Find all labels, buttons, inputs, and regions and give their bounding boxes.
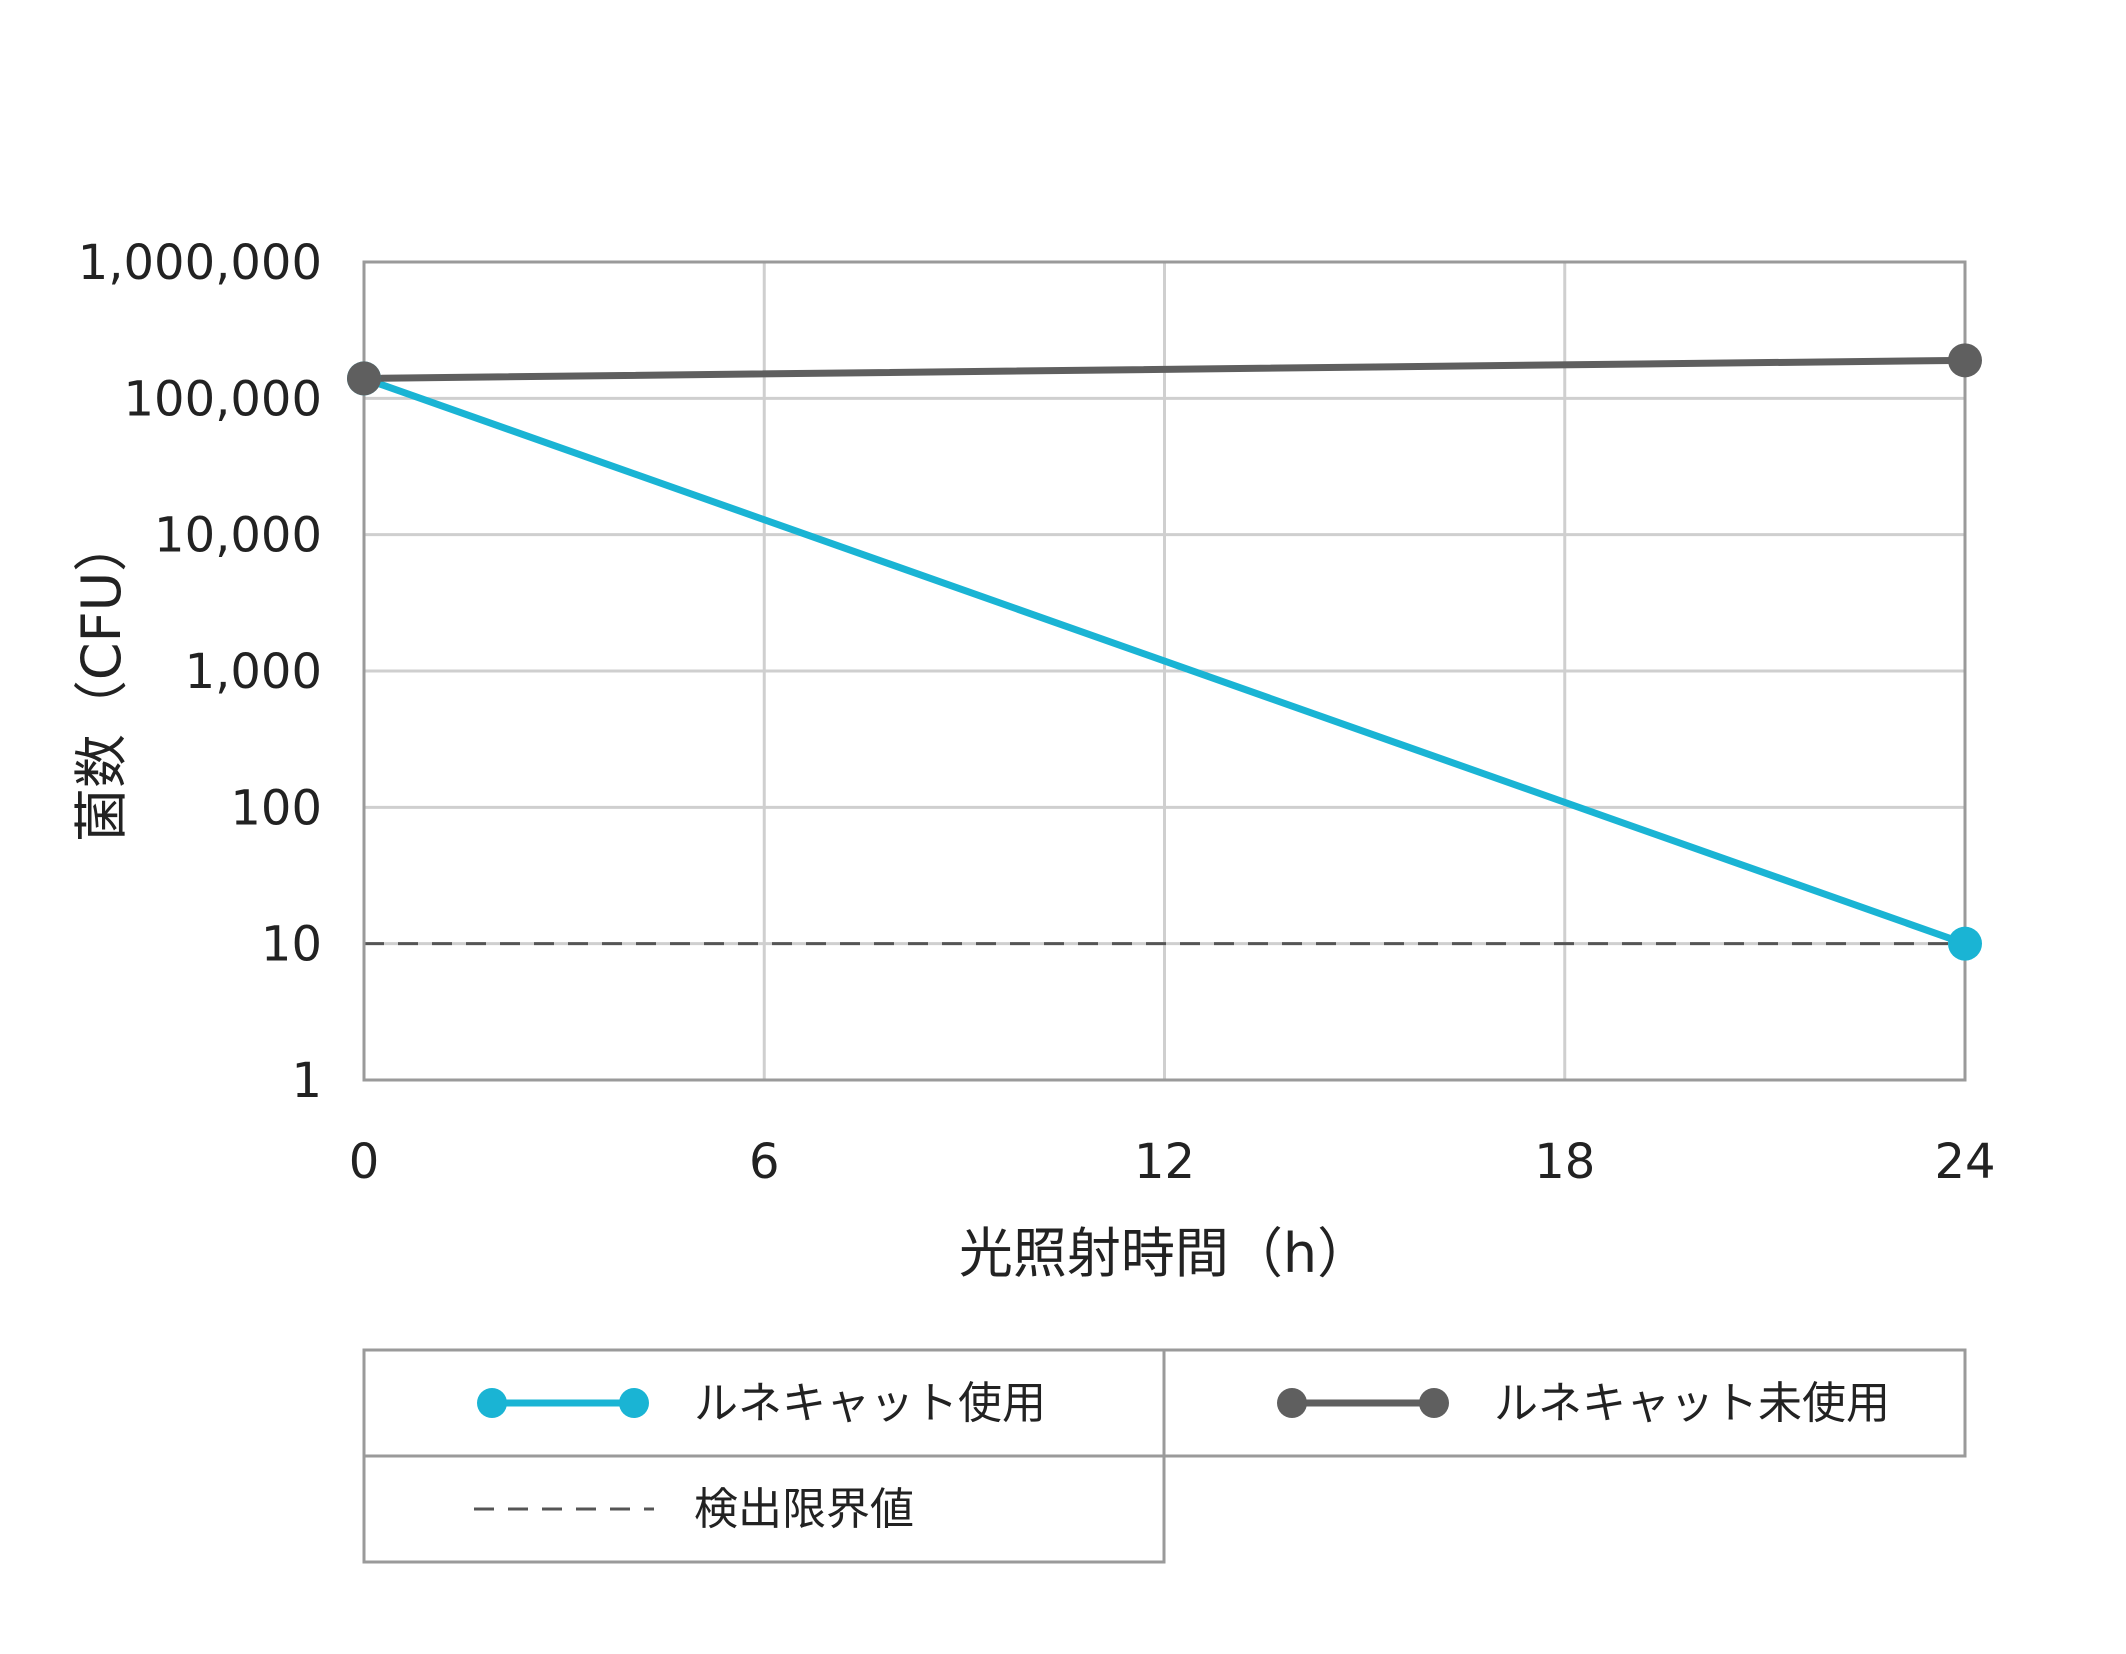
y-tick-label: 1 <box>291 1053 322 1109</box>
series-1-point <box>1948 926 1982 961</box>
legend-swatch-marker <box>1419 1388 1449 1418</box>
x-tick-label: 12 <box>1134 1134 1195 1190</box>
plot-frame <box>362 260 1967 1082</box>
legend-cell <box>362 1454 1166 1564</box>
series-2-point <box>347 361 381 396</box>
series-line-1 <box>360 374 1969 948</box>
y-tick-label: 10,000 <box>154 508 322 564</box>
legend-label-3: 検出限界値 <box>694 1484 914 1535</box>
y-axis-title: 菌数（CFU） <box>70 518 133 842</box>
x-tick-label: 6 <box>749 1134 780 1190</box>
grid <box>362 260 1967 1082</box>
legend-swatch-marker <box>477 1388 507 1418</box>
x-axis-tick-labels: 0 6 12 18 24 <box>349 1134 1996 1190</box>
legend-label-1: ルネキャット使用 <box>694 1378 1046 1429</box>
x-tick-label: 18 <box>1534 1134 1595 1190</box>
legend-swatch-marker <box>619 1388 649 1418</box>
y-tick-label: 10 <box>261 917 322 973</box>
legend-label-2: ルネキャット未使用 <box>1494 1378 1890 1429</box>
y-tick-label: 100,000 <box>124 371 323 427</box>
y-axis-tick-labels: 1 10 100 1,000 10,000 100,000 1,000,000 <box>78 235 322 1109</box>
legend-cell <box>1162 1348 1967 1458</box>
x-axis-title: 光照射時間（h） <box>959 1222 1371 1285</box>
legend-swatch-marker <box>1277 1388 1307 1418</box>
x-tick-label: 0 <box>349 1134 380 1190</box>
y-tick-label: 1,000 <box>185 644 322 700</box>
series-line-2 <box>360 356 1969 382</box>
y-tick-label: 100 <box>230 780 322 836</box>
x-tick-label: 24 <box>1934 1134 1995 1190</box>
series-markers <box>347 343 1982 961</box>
y-tick-label: 1,000,000 <box>78 235 322 291</box>
series-lines <box>360 356 1969 948</box>
series-2-point <box>1948 343 1982 378</box>
